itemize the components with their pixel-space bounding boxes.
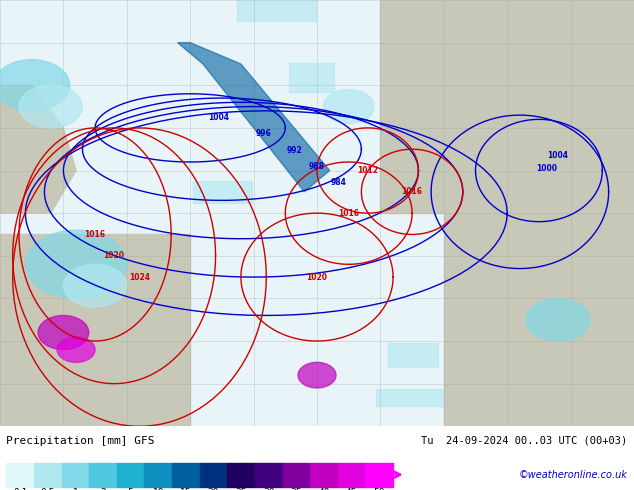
Bar: [310, 463, 338, 487]
Bar: [200, 463, 228, 487]
Text: 40: 40: [318, 488, 330, 490]
Bar: [34, 463, 61, 487]
Circle shape: [323, 90, 374, 123]
Bar: [283, 463, 310, 487]
Polygon shape: [0, 234, 190, 426]
Circle shape: [0, 60, 70, 111]
Text: 988: 988: [308, 162, 325, 171]
Bar: [99, 321, 134, 360]
Bar: [193, 181, 252, 202]
Circle shape: [526, 298, 590, 341]
Bar: [89, 463, 117, 487]
Text: 50: 50: [373, 488, 385, 490]
Polygon shape: [0, 85, 76, 213]
Text: 1020: 1020: [103, 251, 125, 260]
Text: 35: 35: [290, 488, 302, 490]
Text: 15: 15: [180, 488, 191, 490]
Bar: [6, 463, 34, 487]
Polygon shape: [178, 43, 330, 192]
Text: 1016: 1016: [84, 230, 106, 239]
Text: 1004: 1004: [208, 113, 230, 122]
Bar: [228, 463, 255, 487]
Bar: [338, 463, 365, 487]
Bar: [365, 463, 393, 487]
Text: Precipitation [mm] GFS: Precipitation [mm] GFS: [6, 436, 155, 446]
Polygon shape: [444, 213, 634, 426]
Text: 2: 2: [100, 488, 106, 490]
Circle shape: [25, 230, 127, 298]
Text: 1024: 1024: [129, 272, 150, 282]
Text: 0.5: 0.5: [41, 488, 55, 490]
Bar: [289, 63, 333, 92]
Text: 1016: 1016: [401, 187, 423, 196]
Circle shape: [38, 316, 89, 349]
Circle shape: [298, 363, 336, 388]
Circle shape: [63, 264, 127, 307]
Circle shape: [19, 85, 82, 128]
Text: 1004: 1004: [547, 150, 569, 160]
Text: 5: 5: [128, 488, 134, 490]
Text: 1016: 1016: [338, 209, 359, 218]
Text: 30: 30: [263, 488, 275, 490]
Text: 992: 992: [287, 146, 302, 154]
Text: 984: 984: [330, 178, 347, 187]
Bar: [145, 463, 172, 487]
Bar: [172, 463, 200, 487]
Text: 45: 45: [346, 488, 358, 490]
Text: 10: 10: [153, 488, 164, 490]
Bar: [381, 83, 414, 124]
Bar: [117, 463, 145, 487]
Bar: [388, 343, 438, 367]
Bar: [61, 463, 89, 487]
Bar: [238, 0, 316, 21]
Text: 25: 25: [235, 488, 247, 490]
Text: 0.1: 0.1: [13, 488, 27, 490]
Bar: [255, 463, 283, 487]
Text: 20: 20: [208, 488, 219, 490]
Text: 1020: 1020: [306, 272, 328, 282]
Polygon shape: [380, 0, 634, 213]
Text: 1000: 1000: [536, 164, 557, 173]
Text: Tu  24-09-2024 00..03 UTC (00+03): Tu 24-09-2024 00..03 UTC (00+03): [422, 436, 628, 446]
Circle shape: [57, 337, 95, 363]
Text: 996: 996: [256, 129, 271, 138]
Text: 1012: 1012: [357, 166, 378, 175]
Text: 1: 1: [72, 488, 78, 490]
Bar: [375, 389, 446, 407]
Text: ©weatheronline.co.uk: ©weatheronline.co.uk: [519, 470, 628, 480]
Bar: [527, 318, 571, 336]
